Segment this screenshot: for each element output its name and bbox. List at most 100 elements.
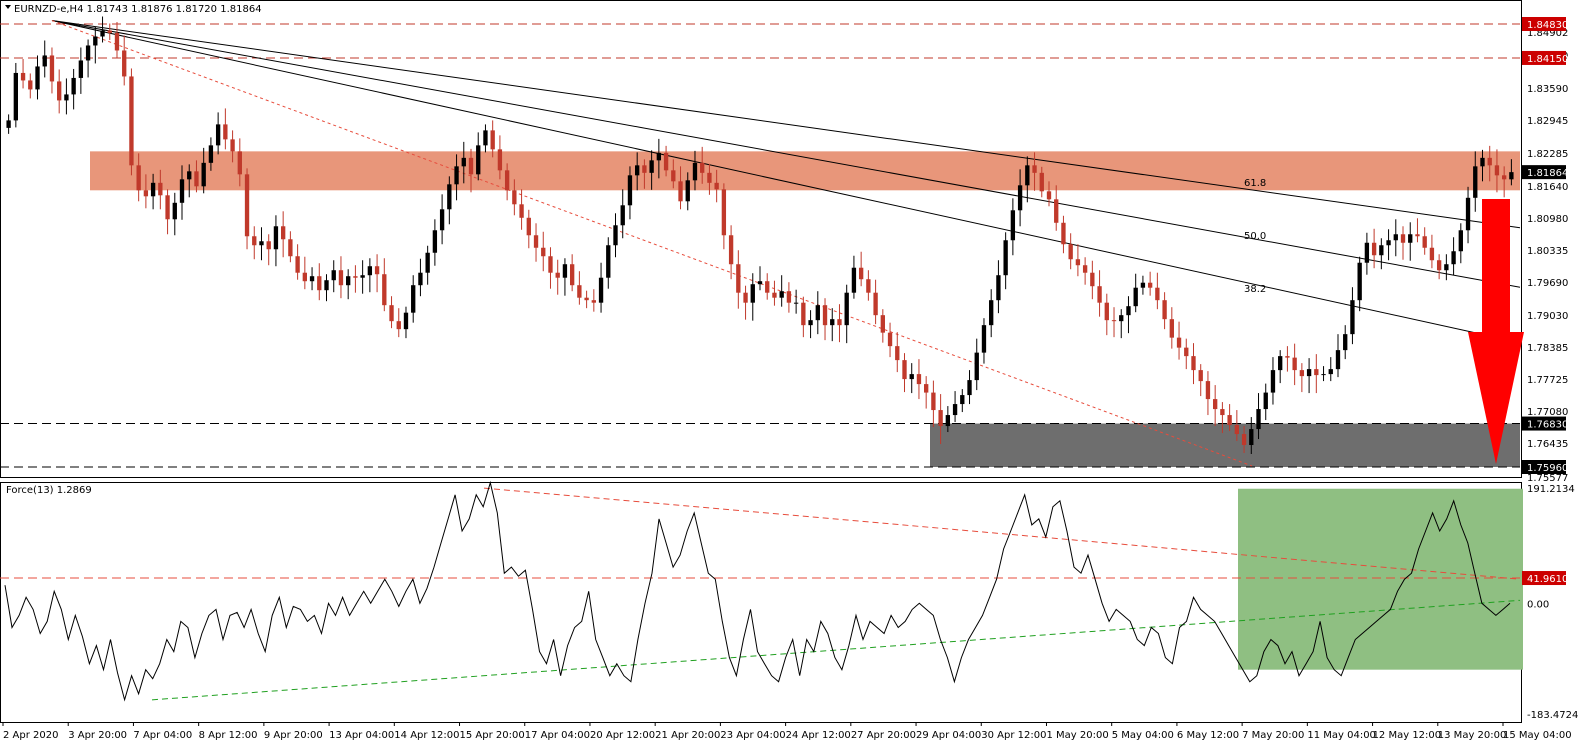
candle-body <box>606 245 611 278</box>
candle-body <box>28 80 33 90</box>
candle-body <box>230 139 235 152</box>
candle-body <box>916 374 922 385</box>
candle-body <box>1032 165 1037 173</box>
force-line <box>4 480 1511 702</box>
highlight-zone <box>1238 488 1523 670</box>
candle-body <box>454 166 459 185</box>
candle-body <box>35 66 40 90</box>
candle-body <box>353 276 358 278</box>
candle-body <box>743 292 748 303</box>
candle-body <box>1328 369 1333 375</box>
time-tick: 9 Apr 20:00 <box>264 730 323 741</box>
candle-body <box>273 226 279 250</box>
candle-body <box>1393 234 1398 241</box>
candle-body <box>873 292 878 316</box>
candle-body <box>143 190 149 197</box>
time-tick: 13 May 20:00 <box>1438 730 1507 741</box>
candle-body <box>179 179 185 203</box>
force-tick: -183.4724 <box>1527 710 1578 721</box>
candle-body <box>822 305 828 326</box>
candle-body <box>1169 319 1174 338</box>
candle-body <box>750 284 755 303</box>
candle-body <box>627 175 633 206</box>
candle-body <box>1263 392 1268 410</box>
candle-body <box>1046 191 1052 200</box>
candle-body <box>924 384 929 393</box>
candle-body <box>439 209 445 231</box>
candle-body <box>779 291 784 298</box>
candle-body <box>1075 259 1081 266</box>
candle-body <box>461 157 466 167</box>
candle-body <box>931 392 936 411</box>
candle-body <box>772 292 777 298</box>
candle-body <box>1494 165 1500 176</box>
candle-body <box>165 195 170 220</box>
price-tick: 1.78385 <box>1527 343 1568 354</box>
force-indicator <box>0 480 1523 702</box>
candle-body <box>309 276 315 282</box>
candle-body <box>1386 240 1391 246</box>
candle-body <box>411 285 416 313</box>
axis-labels: 1.84902 1.84150 1.83590 1.82945 1.82285 1.816… <box>2 17 1578 741</box>
candle-body <box>187 171 192 180</box>
candle-body <box>490 130 495 150</box>
candle-body <box>374 266 380 275</box>
candle-body <box>252 236 257 246</box>
fib-label-61-8: 61.8 <box>1244 178 1266 189</box>
candle-body <box>635 165 640 176</box>
candle-body <box>122 50 127 77</box>
candle-body <box>1025 165 1030 186</box>
candle-body <box>1321 374 1326 376</box>
candle-body <box>1220 409 1225 416</box>
candle-body <box>656 152 662 161</box>
candle-body <box>902 360 907 380</box>
candle-body <box>714 182 719 190</box>
candle-body <box>425 252 430 273</box>
level-label-box <box>1522 416 1566 431</box>
current-price-box <box>1522 165 1566 180</box>
candle-body <box>223 124 228 140</box>
price-tick: 1.79690 <box>1527 278 1568 289</box>
collapse-arrow-icon[interactable] <box>5 5 11 9</box>
candle-body <box>692 162 698 181</box>
candle-body <box>396 321 401 330</box>
candle-body <box>1436 260 1442 271</box>
price-tick: 1.81640 <box>1527 182 1568 193</box>
candle-body <box>266 241 271 250</box>
candle-body <box>1422 236 1427 248</box>
force-level-box <box>1522 571 1566 586</box>
fib-label-38-2: 38.2 <box>1244 284 1266 295</box>
candle-body <box>360 275 365 278</box>
candle-body <box>42 55 47 67</box>
indicator-title: Force(13) 1.2869 <box>6 485 92 496</box>
candle-body <box>1480 157 1485 167</box>
candle-body <box>1314 369 1319 376</box>
candle-body <box>100 30 105 37</box>
candle-body <box>324 280 329 291</box>
candle-body <box>584 297 589 301</box>
time-tick: 15 May 04:00 <box>1503 730 1572 741</box>
candle-body <box>815 305 820 321</box>
candle-body <box>504 170 510 191</box>
candle-body <box>85 45 91 61</box>
current-price-label: 1.81864 <box>1527 168 1568 179</box>
candle-body <box>830 319 835 326</box>
candle-body <box>801 302 806 326</box>
time-tick: 12 May 12:00 <box>1373 730 1442 741</box>
candle-body <box>620 205 625 226</box>
candle-body <box>1270 370 1276 393</box>
candle-body <box>483 130 488 146</box>
candle-body <box>194 171 199 187</box>
candle-body <box>129 76 134 166</box>
candle-body <box>1458 230 1463 252</box>
time-tick: 27 Apr 20:00 <box>851 730 916 741</box>
price-tick: 1.79030 <box>1527 311 1568 322</box>
candle-body <box>1054 199 1059 223</box>
price-pane-frame <box>0 0 1522 478</box>
candle-body <box>1487 157 1492 166</box>
candle-body <box>1451 251 1456 265</box>
candle-body <box>1126 306 1131 316</box>
candle-body <box>447 184 452 210</box>
candle-body <box>642 165 647 173</box>
candle-body <box>317 276 322 291</box>
